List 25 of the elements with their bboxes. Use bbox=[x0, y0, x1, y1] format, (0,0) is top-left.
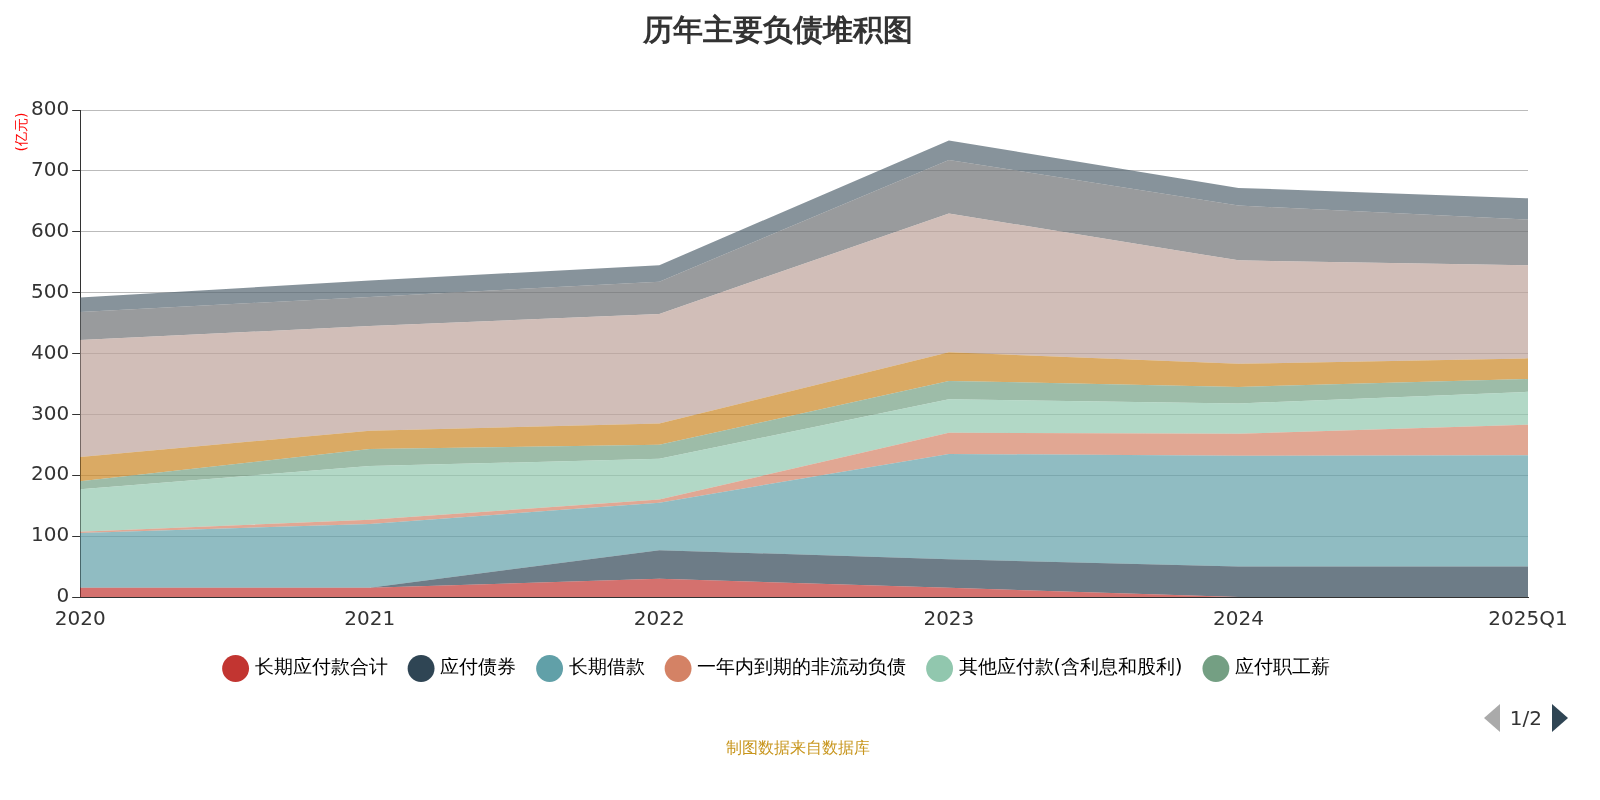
y-tick-label: 400 bbox=[30, 339, 70, 364]
legend-label: 其他应付款(含利息和股利) bbox=[958, 655, 1183, 678]
y-tick-label: 800 bbox=[30, 96, 70, 121]
x-tick-label: 2020 bbox=[54, 606, 106, 631]
y-tick-label: 300 bbox=[30, 400, 70, 425]
y-tick-label: 500 bbox=[30, 278, 70, 303]
legend-label: 应付职工薪 bbox=[1234, 655, 1330, 678]
y-tick-label: 200 bbox=[30, 461, 70, 486]
text: 制图数据来自数据库 bbox=[725, 738, 871, 759]
chart-title: 历年主要负债堆积图 bbox=[642, 11, 913, 47]
y-tick-label: 0 bbox=[56, 583, 70, 608]
y-axis-title: (亿元) bbox=[12, 112, 29, 152]
legend-label: 一年内到期的非流动负债 bbox=[697, 655, 907, 678]
x-tick-label: 2024 bbox=[1212, 606, 1264, 631]
legend-label: 应付债券 bbox=[440, 655, 517, 678]
x-tick-label: 2022 bbox=[633, 606, 685, 631]
x-tick-label: 2021 bbox=[344, 606, 396, 631]
y-tick-label: 600 bbox=[30, 217, 70, 242]
legend-label: 长期借款 bbox=[568, 655, 645, 678]
text: 1/2 bbox=[1509, 706, 1542, 730]
y-tick-label: 700 bbox=[30, 157, 70, 182]
x-tick-label: 2023 bbox=[923, 606, 975, 631]
legend-label: 长期应付款合计 bbox=[254, 655, 388, 678]
y-tick-label: 100 bbox=[30, 522, 70, 547]
x-tick-label: 2025Q1 bbox=[1488, 606, 1568, 631]
